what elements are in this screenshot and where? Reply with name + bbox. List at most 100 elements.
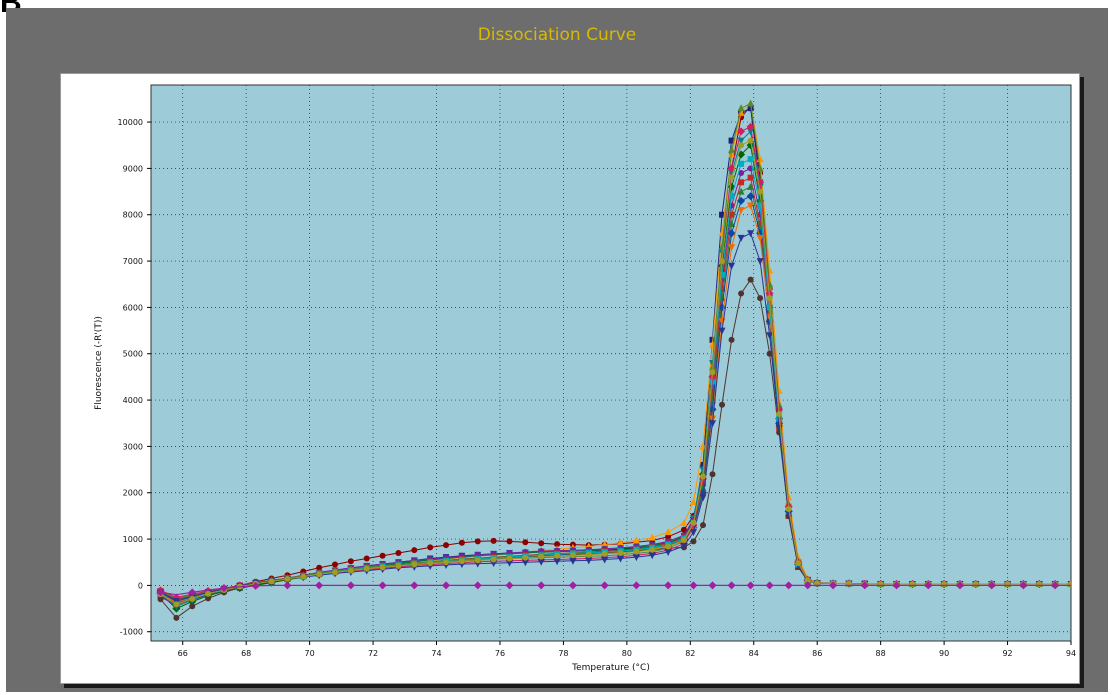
series-point [474,538,481,545]
flat-series-point [708,581,717,590]
series-point [537,558,545,566]
x-tick-label: 94 [1066,649,1076,658]
flat-series-point [860,581,869,590]
series-point [632,536,640,544]
x-tick-label: 72 [368,649,378,658]
plot-svg[interactable]: 66 68 70 72 74 76 78 80 82 84 86 88 90 92 94 -1000 0 1000… [61,74,1079,683]
chart-area[interactable]: 66 68 70 72 74 76 78 80 82 84 86 88 90 92 94 -1000 0 1000… [60,73,1080,684]
x-tick-label: 84 [749,649,759,658]
series-point [538,540,545,547]
series-point [689,498,697,505]
series-point [585,551,592,558]
series-point [490,560,498,568]
series-point [363,565,370,572]
series-point [737,127,746,136]
series-point [411,561,418,568]
flat-series-point [829,581,838,590]
series-point [795,560,802,567]
series-point [738,160,745,167]
y-tick-label: 10000 [118,118,143,127]
series-point [458,539,465,546]
series-point [189,595,196,602]
x-tick-label: 74 [431,649,441,658]
y-tick-label: 0 [138,581,143,590]
series-point [747,230,755,238]
series-point [756,234,764,242]
series-point [522,539,529,546]
flat-series-point [537,581,546,590]
flat-series-point [346,581,355,590]
x-tick-label: 90 [939,649,949,658]
flat-series-point [442,581,451,590]
y-tick-label: 9000 [123,164,143,173]
series-point [737,196,746,205]
series-point [690,519,697,526]
series-point [756,155,764,163]
series-point [728,174,735,181]
flat-series-point [219,584,228,593]
series-point [474,557,481,564]
series-point [775,424,783,432]
flat-series-point [632,581,641,590]
y-tick-label: 1000 [123,535,143,544]
flat-series-point [156,588,165,597]
series-point [443,542,450,549]
series-point [632,554,640,562]
x-tick-label: 66 [178,649,188,658]
series-point [649,546,656,553]
series-point [747,182,755,190]
series-point [941,581,948,588]
series-point [728,244,736,252]
y-tick-label: 4000 [123,396,143,405]
series-point [766,280,774,288]
series-point [728,262,736,270]
series-point [738,290,745,297]
flat-series-point [505,581,514,590]
series-point [617,549,624,556]
flat-series-point [315,581,324,590]
series-point [648,552,656,560]
series-point [738,170,745,177]
x-tick-label: 80 [622,649,632,658]
series-point [553,558,561,566]
series-point [427,560,434,567]
flat-series [156,581,1071,597]
series-point [728,193,735,200]
x-axis-label: Temperature (°C) [571,663,650,673]
series-point [738,142,745,149]
series-point [737,234,745,242]
series-point [316,571,323,578]
series-point [747,99,755,107]
series-point [727,229,736,238]
series-point [747,202,755,210]
y-tick-label: 8000 [123,211,143,220]
series-layer [156,99,1071,621]
series-point [569,552,576,559]
series-point [664,528,672,536]
series-point [709,471,716,478]
flat-series-point [664,581,673,590]
series-point [585,557,593,565]
series-point [737,104,745,112]
series-point [766,295,773,302]
series-point [443,559,450,566]
series-point [814,580,821,587]
series-point [490,537,497,544]
series-point [505,559,513,567]
flat-series-point [746,581,755,590]
flat-series-point [924,581,933,590]
series-point [268,578,275,585]
flat-series-point [803,581,812,590]
y-tick-label: -1000 [120,628,143,637]
flat-series-point [378,581,387,590]
series-point [680,543,688,551]
series-point [737,187,745,195]
chart-window: Dissociation Curve 66 68 70 72 74 76 78 80 82 84 8… [6,8,1108,692]
y-tick-label: 6000 [123,303,143,312]
flat-series-point [410,581,419,590]
y-tick-label: 3000 [123,442,143,451]
series-point [756,258,764,266]
series-point [490,556,497,563]
series-point [538,553,545,560]
series-point [554,541,561,548]
